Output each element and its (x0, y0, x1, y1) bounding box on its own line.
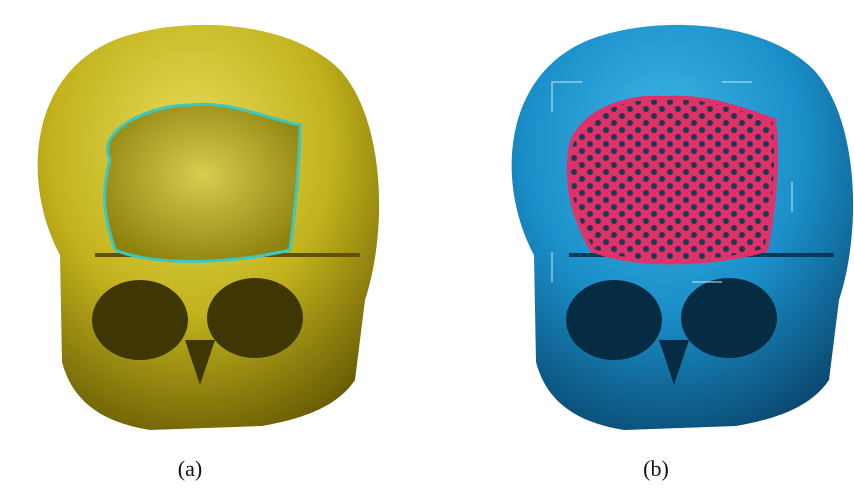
caption: (a) (177, 456, 203, 481)
renders (37, 24, 854, 430)
caption: (b) (643, 456, 669, 481)
skull-a (37, 24, 380, 430)
skull-b (511, 24, 854, 430)
